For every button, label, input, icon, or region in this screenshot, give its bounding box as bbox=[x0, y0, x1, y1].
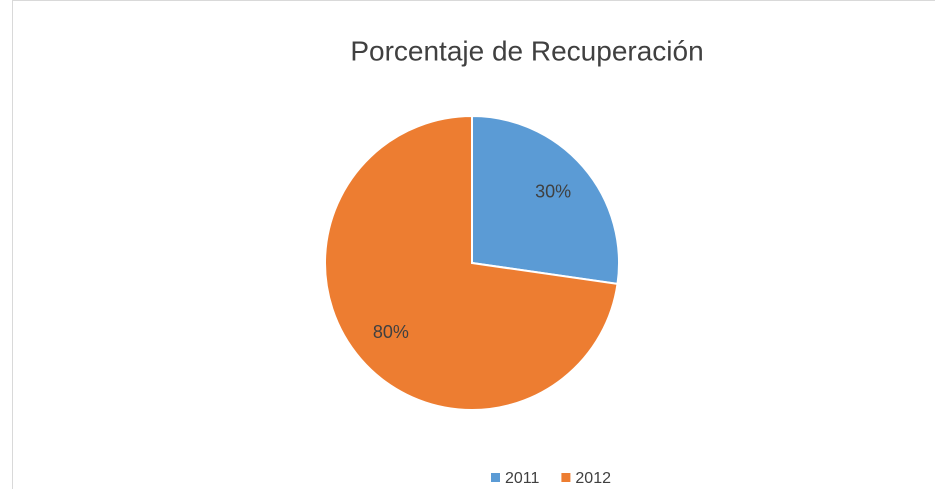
data-label: 30% bbox=[535, 181, 571, 201]
data-label: 80% bbox=[373, 322, 409, 342]
legend-label: 2012 bbox=[575, 470, 611, 487]
legend-label: 2011 bbox=[505, 470, 540, 487]
chart-title: Porcentaje de Recuperación bbox=[350, 35, 703, 66]
legend-swatch bbox=[491, 473, 500, 482]
legend-swatch bbox=[561, 473, 570, 482]
